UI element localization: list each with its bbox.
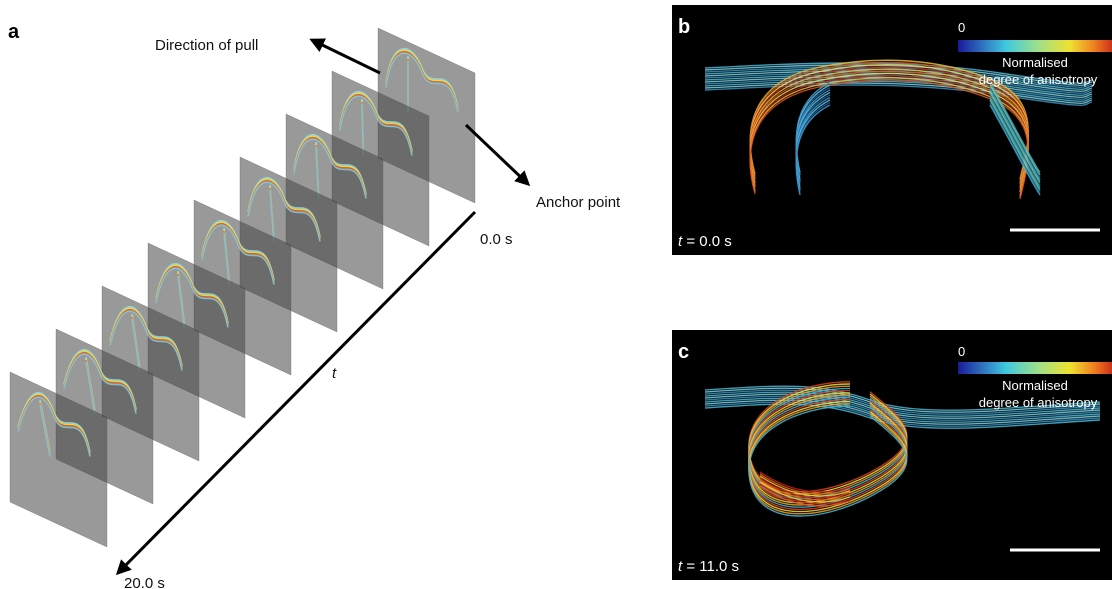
panel-c: 0 Normalised degree of anisotropy t = 11… xyxy=(672,330,1112,580)
pull-arrow xyxy=(312,40,380,73)
time-stamp: t = 0.0 s xyxy=(678,233,732,250)
colorbar xyxy=(958,362,1112,374)
colorbar-title: Normalised xyxy=(1002,55,1068,70)
anchor-label: Anchor point xyxy=(536,194,621,211)
colorbar-min: 0 xyxy=(958,344,965,359)
direction-label: Direction of pull xyxy=(155,37,258,54)
page: a Direction of pull Anchor point 0.0 s t… xyxy=(0,0,1112,589)
frame-stack xyxy=(10,28,475,547)
time-stamp: t = 11.0 s xyxy=(678,558,739,575)
end-time: 20.0 s xyxy=(124,575,165,589)
start-time: 0.0 s xyxy=(480,231,513,248)
colorbar-title: degree of anisotropy xyxy=(979,395,1098,410)
colorbar xyxy=(958,40,1112,52)
figure: a Direction of pull Anchor point 0.0 s t… xyxy=(0,0,1112,589)
time-value: = 0.0 s xyxy=(682,233,732,250)
anchor-arrow xyxy=(466,125,528,184)
panel-label: a xyxy=(8,21,20,43)
panel-b: 0 Normalised degree of anisotropy t = 0.… xyxy=(672,5,1112,255)
panel-label: b xyxy=(678,16,690,38)
panel-label: c xyxy=(678,341,689,363)
time-value: = 11.0 s xyxy=(682,558,739,575)
colorbar-min: 0 xyxy=(958,20,965,35)
time-axis-label: t xyxy=(332,365,337,382)
colorbar-title: degree of anisotropy xyxy=(979,72,1098,87)
colorbar-title: Normalised xyxy=(1002,378,1068,393)
